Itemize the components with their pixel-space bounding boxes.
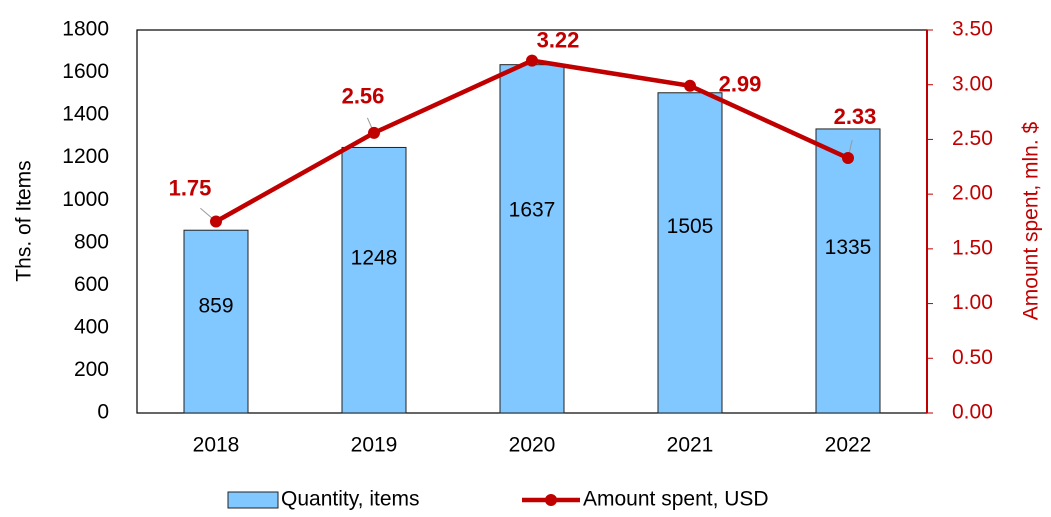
bar-value-label: 859 (198, 295, 233, 318)
line-point (368, 126, 380, 139)
bar (499, 64, 565, 414)
y2-tick-label: 3.50 (952, 18, 993, 41)
line-value-label: 2.56 (342, 84, 385, 109)
line-value-label: 3.22 (537, 27, 580, 52)
y2-tick-label: 2.00 (952, 182, 993, 205)
bar-value-label: 1505 (667, 215, 714, 238)
x-tick-label: 2020 (509, 434, 556, 457)
line-point (210, 215, 222, 228)
y-tick-label: 1000 (62, 188, 109, 211)
x-tick-label: 2022 (825, 434, 872, 457)
bar (183, 229, 249, 414)
y-tick-label: 1200 (62, 145, 109, 168)
y-tick-label: 600 (74, 273, 109, 296)
line-point (842, 152, 854, 165)
y-tick-label: 1600 (62, 60, 109, 83)
y2-tick-label: 1.00 (952, 291, 993, 314)
line-point (684, 79, 696, 92)
y2-tick-label: 0.50 (952, 346, 993, 369)
legend-label: Amount spent, USD (583, 488, 769, 511)
legend-marker (545, 494, 557, 506)
x-tick-label: 2021 (667, 434, 714, 457)
bar-value-label: 1637 (509, 199, 556, 222)
y-axis-title: Ths. of Items (13, 160, 36, 281)
line-point (526, 54, 538, 67)
legend-label: Quantity, items (281, 488, 420, 511)
y2-tick-label: 3.00 (952, 72, 993, 95)
bar (657, 92, 723, 414)
y-tick-label: 0 (97, 401, 109, 424)
bar (815, 128, 881, 414)
y-tick-label: 800 (74, 230, 109, 253)
y2-tick-label: 0.00 (952, 401, 993, 424)
bar-value-label: 1248 (351, 247, 398, 270)
line-value-label: 2.99 (719, 72, 762, 97)
bar-value-label: 1335 (825, 236, 872, 259)
bar (341, 146, 407, 414)
y-tick-label: 400 (74, 315, 109, 338)
y2-tick-label: 1.50 (952, 236, 993, 259)
line-value-label: 2.33 (834, 104, 877, 129)
legend-swatch (227, 491, 279, 509)
y-tick-label: 200 (74, 358, 109, 381)
x-tick-label: 2019 (351, 434, 398, 457)
x-tick-label: 2018 (193, 434, 240, 457)
y-tick-label: 1800 (62, 18, 109, 41)
y-tick-label: 1400 (62, 103, 109, 126)
y2-axis-title: Amount spent, mln. $ (1020, 121, 1043, 320)
y2-tick-label: 2.50 (952, 127, 993, 150)
line-value-label: 1.75 (169, 175, 212, 200)
